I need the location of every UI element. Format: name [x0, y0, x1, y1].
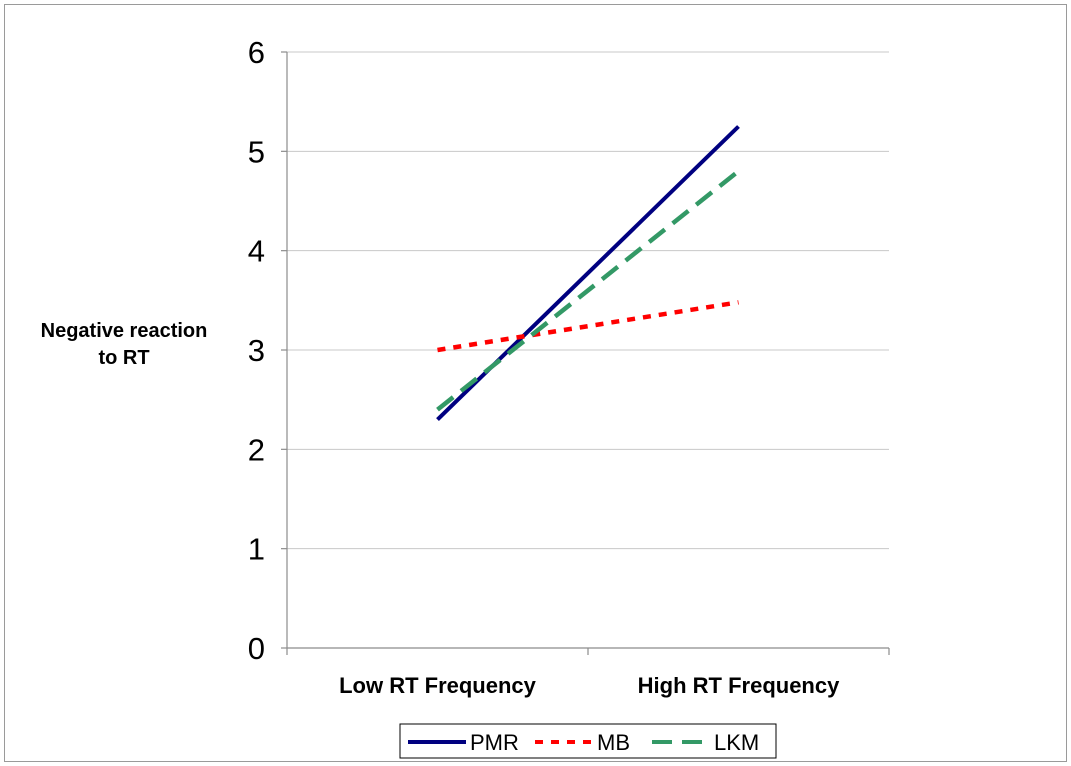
y-tick-label-6: 6 [248, 35, 265, 70]
series-line-lkm [436, 169, 740, 412]
y-tick-label-0: 0 [248, 631, 265, 666]
series-line-pmr [436, 125, 740, 421]
series-line-mb [437, 300, 739, 353]
y-axis-title-line-2: to RT [98, 347, 150, 369]
legend-label-lkm: LKM [714, 730, 759, 755]
y-tick-label-3: 3 [248, 333, 265, 368]
y-tick-label-5: 5 [248, 134, 265, 169]
x-tick-label-1: High RT Frequency [638, 673, 840, 698]
y-tick-label-4: 4 [248, 234, 265, 269]
legend-label-mb: MB [597, 730, 630, 755]
legend-label-pmr: PMR [470, 730, 519, 755]
y-axis-title-line-1: Negative reaction [40, 320, 208, 342]
x-tick-label-0: Low RT Frequency [339, 673, 537, 698]
y-axis-title: Negative reaction to RT [8, 318, 240, 372]
y-tick-label-1: 1 [248, 532, 265, 567]
chart-frame [4, 4, 1067, 762]
y-tick-label-2: 2 [248, 432, 265, 467]
